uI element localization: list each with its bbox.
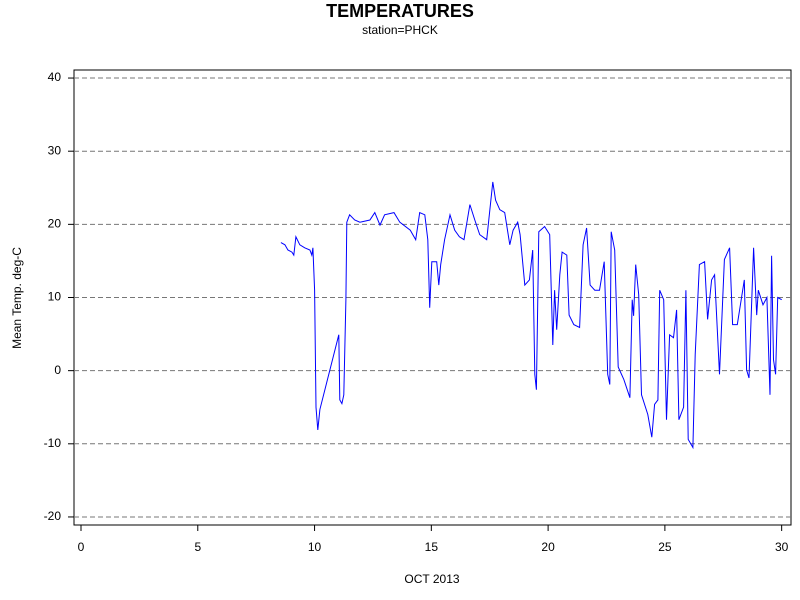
y-tick-label: 20	[48, 217, 62, 231]
y-tick-label: 0	[54, 363, 61, 377]
x-tick-label: 10	[308, 540, 322, 554]
y-tick-label: -20	[44, 509, 62, 523]
x-axis-label: OCT 2013	[404, 572, 459, 586]
chart-subtitle: station=PHCK	[362, 23, 438, 37]
x-tick-label: 15	[425, 540, 439, 554]
y-tick-label: 30	[48, 143, 62, 157]
y-tick-label: 10	[48, 290, 62, 304]
y-tick-label: 40	[48, 70, 62, 84]
x-tick-label: 30	[775, 540, 789, 554]
x-tick-label: 0	[78, 540, 85, 554]
x-tick-label: 20	[541, 540, 555, 554]
y-axis-label: Mean Temp. deg-C	[10, 247, 24, 349]
x-tick-label: 25	[658, 540, 672, 554]
data-line	[280, 181, 782, 450]
chart-title: TEMPERATURES	[326, 1, 474, 21]
x-tick-label: 5	[194, 540, 201, 554]
y-tick-label: -10	[44, 436, 62, 450]
